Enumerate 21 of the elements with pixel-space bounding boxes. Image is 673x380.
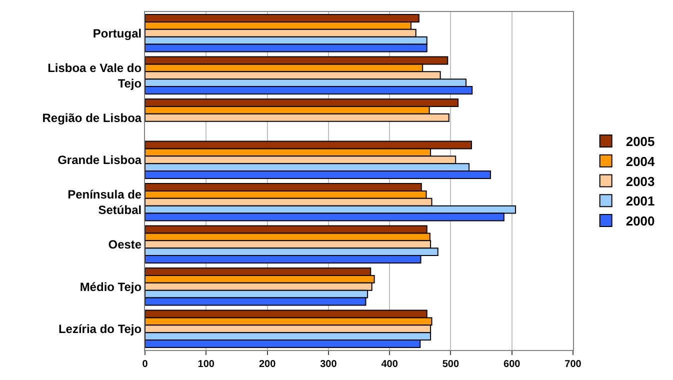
y-tick-label: Região de Lisboa — [42, 110, 142, 125]
y-tick-label: Médio Tejo — [80, 280, 142, 294]
x-tick-label: 300 — [320, 359, 338, 370]
x-tick-label: 500 — [442, 359, 460, 370]
x-tick-label: 0 — [142, 359, 148, 370]
x-tick-label: 100 — [198, 359, 215, 370]
legend-label: 2003 — [626, 174, 655, 189]
legend-label: 2001 — [626, 194, 655, 209]
legend-label: 2005 — [626, 134, 655, 150]
legend-label: 2000 — [626, 214, 655, 229]
y-tick-label: Portugal — [92, 26, 142, 40]
x-tick-label: 600 — [504, 359, 521, 370]
y-tick-label: Oeste — [108, 238, 142, 252]
y-tick-label: Lezíria do Tejo — [58, 322, 142, 336]
legend-label: 2004 — [626, 154, 656, 169]
x-tick-label: 700 — [564, 359, 582, 370]
y-tick-label: Lisboa e Vale do Tejo — [48, 60, 142, 90]
y-tick-label: Península de Setúbal — [68, 188, 142, 218]
y-tick-label: Grande Lisboa — [58, 153, 142, 168]
x-tick-label: 400 — [381, 359, 398, 370]
x-tick-label: 200 — [258, 359, 276, 370]
